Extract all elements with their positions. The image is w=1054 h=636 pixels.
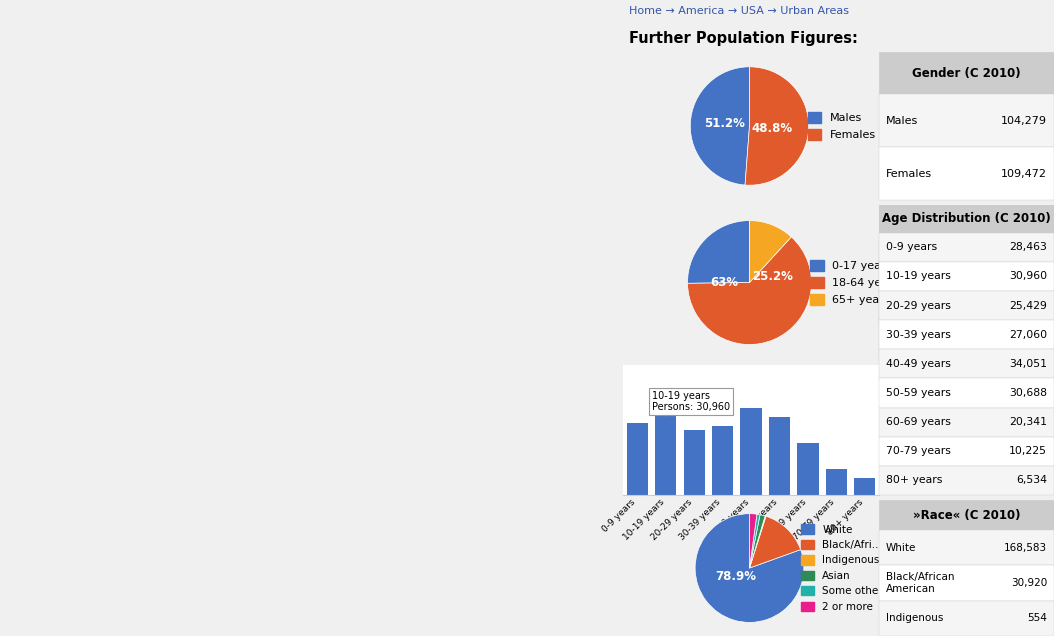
- Text: Home → America → USA → Urban Areas: Home → America → USA → Urban Areas: [628, 6, 848, 16]
- Bar: [879, 233, 1054, 262]
- Bar: [656, 416, 677, 495]
- Text: 554: 554: [1028, 613, 1047, 623]
- Text: 30,960: 30,960: [1009, 272, 1047, 281]
- Legend: 0-17 years, 18-64 years, 65+ years: 0-17 years, 18-64 years, 65+ years: [804, 254, 904, 311]
- Bar: [684, 431, 705, 495]
- Wedge shape: [696, 514, 804, 623]
- Text: 34,051: 34,051: [1009, 359, 1047, 369]
- Text: White: White: [886, 543, 916, 553]
- Bar: [879, 466, 1054, 495]
- Bar: [879, 94, 1054, 147]
- Bar: [825, 469, 847, 495]
- Text: Black/African
American: Black/African American: [886, 572, 955, 594]
- Text: 28,463: 28,463: [1009, 242, 1047, 252]
- Text: Males: Males: [886, 116, 918, 126]
- Text: 25.2%: 25.2%: [753, 270, 794, 283]
- Bar: [879, 262, 1054, 291]
- Wedge shape: [749, 516, 766, 568]
- Bar: [879, 349, 1054, 378]
- Text: 109,472: 109,472: [1001, 169, 1047, 179]
- Wedge shape: [749, 514, 757, 568]
- Bar: [740, 408, 762, 495]
- Wedge shape: [687, 221, 749, 283]
- Text: Indigenous: Indigenous: [886, 613, 943, 623]
- Text: 78.9%: 78.9%: [716, 570, 757, 583]
- Text: 20,341: 20,341: [1009, 417, 1047, 427]
- Text: 6,534: 6,534: [1016, 476, 1047, 485]
- Bar: [879, 437, 1054, 466]
- Bar: [879, 291, 1054, 320]
- Text: 30-39 years: 30-39 years: [886, 329, 951, 340]
- Text: 25,429: 25,429: [1009, 301, 1047, 310]
- Wedge shape: [690, 67, 749, 185]
- Text: 0-9 years: 0-9 years: [886, 242, 937, 252]
- Bar: [879, 205, 1054, 233]
- Text: 30,920: 30,920: [1011, 578, 1047, 588]
- Bar: [879, 600, 1054, 636]
- Text: 65+ years: 65+ years: [886, 335, 943, 345]
- Bar: [879, 240, 1054, 280]
- Bar: [879, 280, 1054, 320]
- Bar: [854, 478, 876, 495]
- Bar: [768, 417, 790, 495]
- Wedge shape: [749, 221, 792, 282]
- Text: 134,649: 134,649: [1001, 294, 1047, 305]
- Text: 80+ years: 80+ years: [886, 476, 942, 485]
- Bar: [879, 320, 1054, 360]
- Wedge shape: [749, 515, 765, 568]
- Legend: White, Black/Afri..., Indigenous, Asian, Some other, 2 or more: White, Black/Afri..., Indigenous, Asian,…: [798, 522, 886, 615]
- Text: 40-49 years: 40-49 years: [886, 359, 951, 369]
- Bar: [879, 500, 1054, 530]
- Text: 51.2%: 51.2%: [704, 116, 745, 130]
- Text: »Race« (C 2010): »Race« (C 2010): [913, 509, 1020, 522]
- Text: 70-79 years: 70-79 years: [886, 446, 951, 456]
- Bar: [879, 52, 1054, 94]
- Text: 10,225: 10,225: [1009, 446, 1047, 456]
- Bar: [879, 408, 1054, 437]
- Bar: [879, 565, 1054, 600]
- Bar: [797, 443, 819, 495]
- Text: 168,583: 168,583: [1003, 543, 1047, 553]
- Text: 20-29 years: 20-29 years: [886, 301, 951, 310]
- Bar: [879, 530, 1054, 565]
- Bar: [627, 422, 648, 495]
- Text: Age Distribution (C 2010): Age Distribution (C 2010): [882, 212, 1051, 225]
- Text: 60-69 years: 60-69 years: [886, 417, 951, 427]
- Wedge shape: [745, 67, 808, 185]
- Text: 10-19 years: 10-19 years: [886, 272, 951, 281]
- Bar: [879, 205, 1054, 240]
- Wedge shape: [687, 237, 812, 345]
- Text: 50-59 years: 50-59 years: [886, 388, 951, 398]
- Text: 0-17 years: 0-17 years: [886, 254, 945, 265]
- Bar: [879, 378, 1054, 408]
- Text: 48.8%: 48.8%: [752, 123, 793, 135]
- Text: 30,688: 30,688: [1009, 388, 1047, 398]
- Text: 63%: 63%: [710, 276, 739, 289]
- Text: 27,060: 27,060: [1009, 329, 1047, 340]
- Bar: [713, 426, 734, 495]
- Text: 10-19 years
Persons: 30,960: 10-19 years Persons: 30,960: [651, 391, 729, 416]
- Bar: [879, 320, 1054, 349]
- Text: Age Groups (C 2010): Age Groups (C 2010): [898, 216, 1035, 229]
- Wedge shape: [749, 516, 801, 568]
- Text: Females: Females: [886, 169, 932, 179]
- Bar: [879, 147, 1054, 200]
- Text: 53,918: 53,918: [1009, 254, 1047, 265]
- Text: 18-64 years: 18-64 years: [886, 294, 953, 305]
- Text: Gender (C 2010): Gender (C 2010): [912, 67, 1021, 80]
- Text: 25,184: 25,184: [1008, 335, 1047, 345]
- Wedge shape: [749, 514, 760, 568]
- Text: Further Population Figures:: Further Population Figures:: [628, 31, 858, 46]
- Text: 104,279: 104,279: [1001, 116, 1047, 126]
- Legend: Males, Females: Males, Females: [802, 106, 882, 146]
